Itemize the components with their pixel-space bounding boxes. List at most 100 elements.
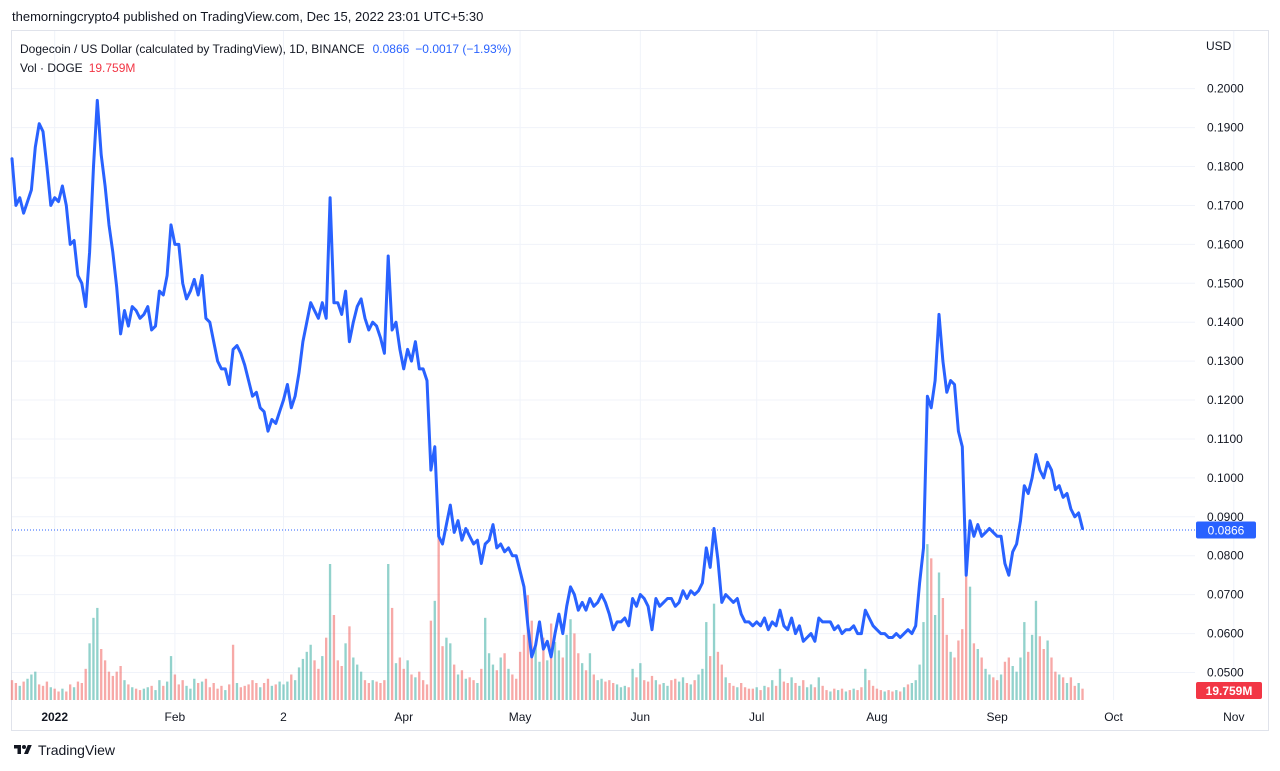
volume-bar xyxy=(76,681,80,700)
volume-bar xyxy=(646,681,650,700)
volume-bar xyxy=(875,688,879,700)
volume-bar xyxy=(1027,651,1030,700)
volume-bar xyxy=(41,685,45,700)
volume-bar xyxy=(763,685,766,700)
volume-bar xyxy=(809,684,813,700)
volume-bar xyxy=(643,680,646,700)
volume-bar xyxy=(200,681,204,700)
volume-bar xyxy=(251,680,254,700)
volume-bar xyxy=(736,687,739,700)
y-tick-label: 0.0500 xyxy=(1207,665,1244,679)
x-tick-label: Oct xyxy=(1104,710,1123,724)
volume-bar xyxy=(522,634,526,700)
volume-bar xyxy=(34,671,37,700)
volume-bar xyxy=(1050,657,1053,700)
volume-bar xyxy=(278,681,281,700)
volume-bar xyxy=(212,683,215,700)
volume-bar xyxy=(565,634,568,700)
volume-bar xyxy=(425,684,429,700)
volume-bar xyxy=(895,690,898,700)
y-tick-label: 0.2000 xyxy=(1207,82,1244,96)
tradingview-brand-text[interactable]: TradingView xyxy=(38,742,116,758)
volume-bar xyxy=(697,674,700,700)
volume-bar xyxy=(169,656,173,700)
volume-bar xyxy=(309,644,312,700)
y-tick-label: 0.0700 xyxy=(1207,588,1244,602)
currency-label: USD xyxy=(1206,39,1232,53)
symbol-title[interactable]: Dogecoin / US Dollar (calculated by Trad… xyxy=(20,42,365,56)
price-change-value: −0.0017 (−1.93%) xyxy=(415,42,512,56)
volume-bar xyxy=(10,680,14,700)
volume-bar xyxy=(771,680,774,700)
volume-bar xyxy=(348,626,351,700)
volume-bar xyxy=(18,685,21,700)
volume-bar xyxy=(328,564,332,700)
volume-bar xyxy=(80,683,83,700)
price-axis[interactable]: 0.2000 0.1900 0.1800 0.1700 0.1600 0.1500 0.14… xyxy=(1207,82,1244,680)
volume-bar xyxy=(868,680,871,700)
volume-bar xyxy=(134,688,138,700)
volume-bar xyxy=(848,690,851,700)
volume-bar xyxy=(767,687,770,700)
volume-legend-label[interactable]: Vol · DOGE xyxy=(20,61,83,75)
volume-bar xyxy=(542,637,545,700)
volume-bar xyxy=(1019,657,1022,700)
volume-bar xyxy=(883,691,886,700)
price-series-line xyxy=(10,98,1084,659)
volume-bar xyxy=(1058,674,1061,700)
volume-bar xyxy=(968,586,972,700)
volume-bar xyxy=(608,680,611,700)
volume-bar xyxy=(569,619,572,700)
volume-bar xyxy=(208,687,211,700)
y-tick-label: 0.1800 xyxy=(1207,160,1244,174)
volume-bar xyxy=(573,633,576,700)
y-tick-label: 0.1300 xyxy=(1207,354,1244,368)
volume-bar xyxy=(37,684,41,700)
volume-bar xyxy=(162,685,165,700)
x-tick-label: 2 xyxy=(280,710,287,724)
volume-bar xyxy=(131,687,134,700)
tradingview-logo-icon[interactable] xyxy=(12,743,34,757)
x-tick-label: Jul xyxy=(749,710,764,724)
volume-bar xyxy=(740,683,743,700)
volume-bar xyxy=(460,670,464,700)
volume-bar xyxy=(871,685,875,700)
volume-bar xyxy=(1081,688,1084,700)
volume-bar xyxy=(495,670,498,700)
volume-bar xyxy=(926,544,929,700)
volume-bar xyxy=(914,680,917,700)
time-axis[interactable]: 2022Feb2AprMayJunJulAugSepOctNovDec xyxy=(41,710,1280,724)
volume-bar xyxy=(266,678,270,700)
x-tick-label: Nov xyxy=(1223,710,1244,724)
y-tick-label: 0.1900 xyxy=(1207,121,1244,135)
volume-bar xyxy=(782,681,786,700)
volume-bar xyxy=(600,678,603,700)
volume-bar xyxy=(615,684,619,700)
volume-bar xyxy=(414,677,417,700)
volume-bar xyxy=(72,687,76,700)
volume-bar xyxy=(402,668,405,700)
x-tick-label: Apr xyxy=(394,710,413,724)
volume-bar xyxy=(685,683,689,700)
volume-bar xyxy=(158,680,161,700)
volume-bar xyxy=(553,641,557,700)
volume-bar xyxy=(546,660,549,700)
volume-bar xyxy=(468,677,471,700)
volume-bar xyxy=(840,688,844,700)
volume-bar xyxy=(1023,622,1026,700)
volume-bar xyxy=(433,600,436,700)
volume-bar xyxy=(879,690,882,700)
volume-bar xyxy=(321,656,324,700)
volume-bar xyxy=(945,634,948,700)
y-tick-label: 0.1000 xyxy=(1207,471,1244,485)
x-tick-label: Aug xyxy=(866,710,887,724)
chart-frame xyxy=(11,30,1269,731)
volume-bar xyxy=(84,668,87,700)
volume-bar xyxy=(596,680,599,700)
y-tick-label: 0.1200 xyxy=(1207,393,1244,407)
volume-bar xyxy=(173,674,177,700)
volume-bar xyxy=(1011,666,1014,700)
y-tick-label: 0.0900 xyxy=(1207,510,1244,524)
volume-bar xyxy=(92,617,95,700)
